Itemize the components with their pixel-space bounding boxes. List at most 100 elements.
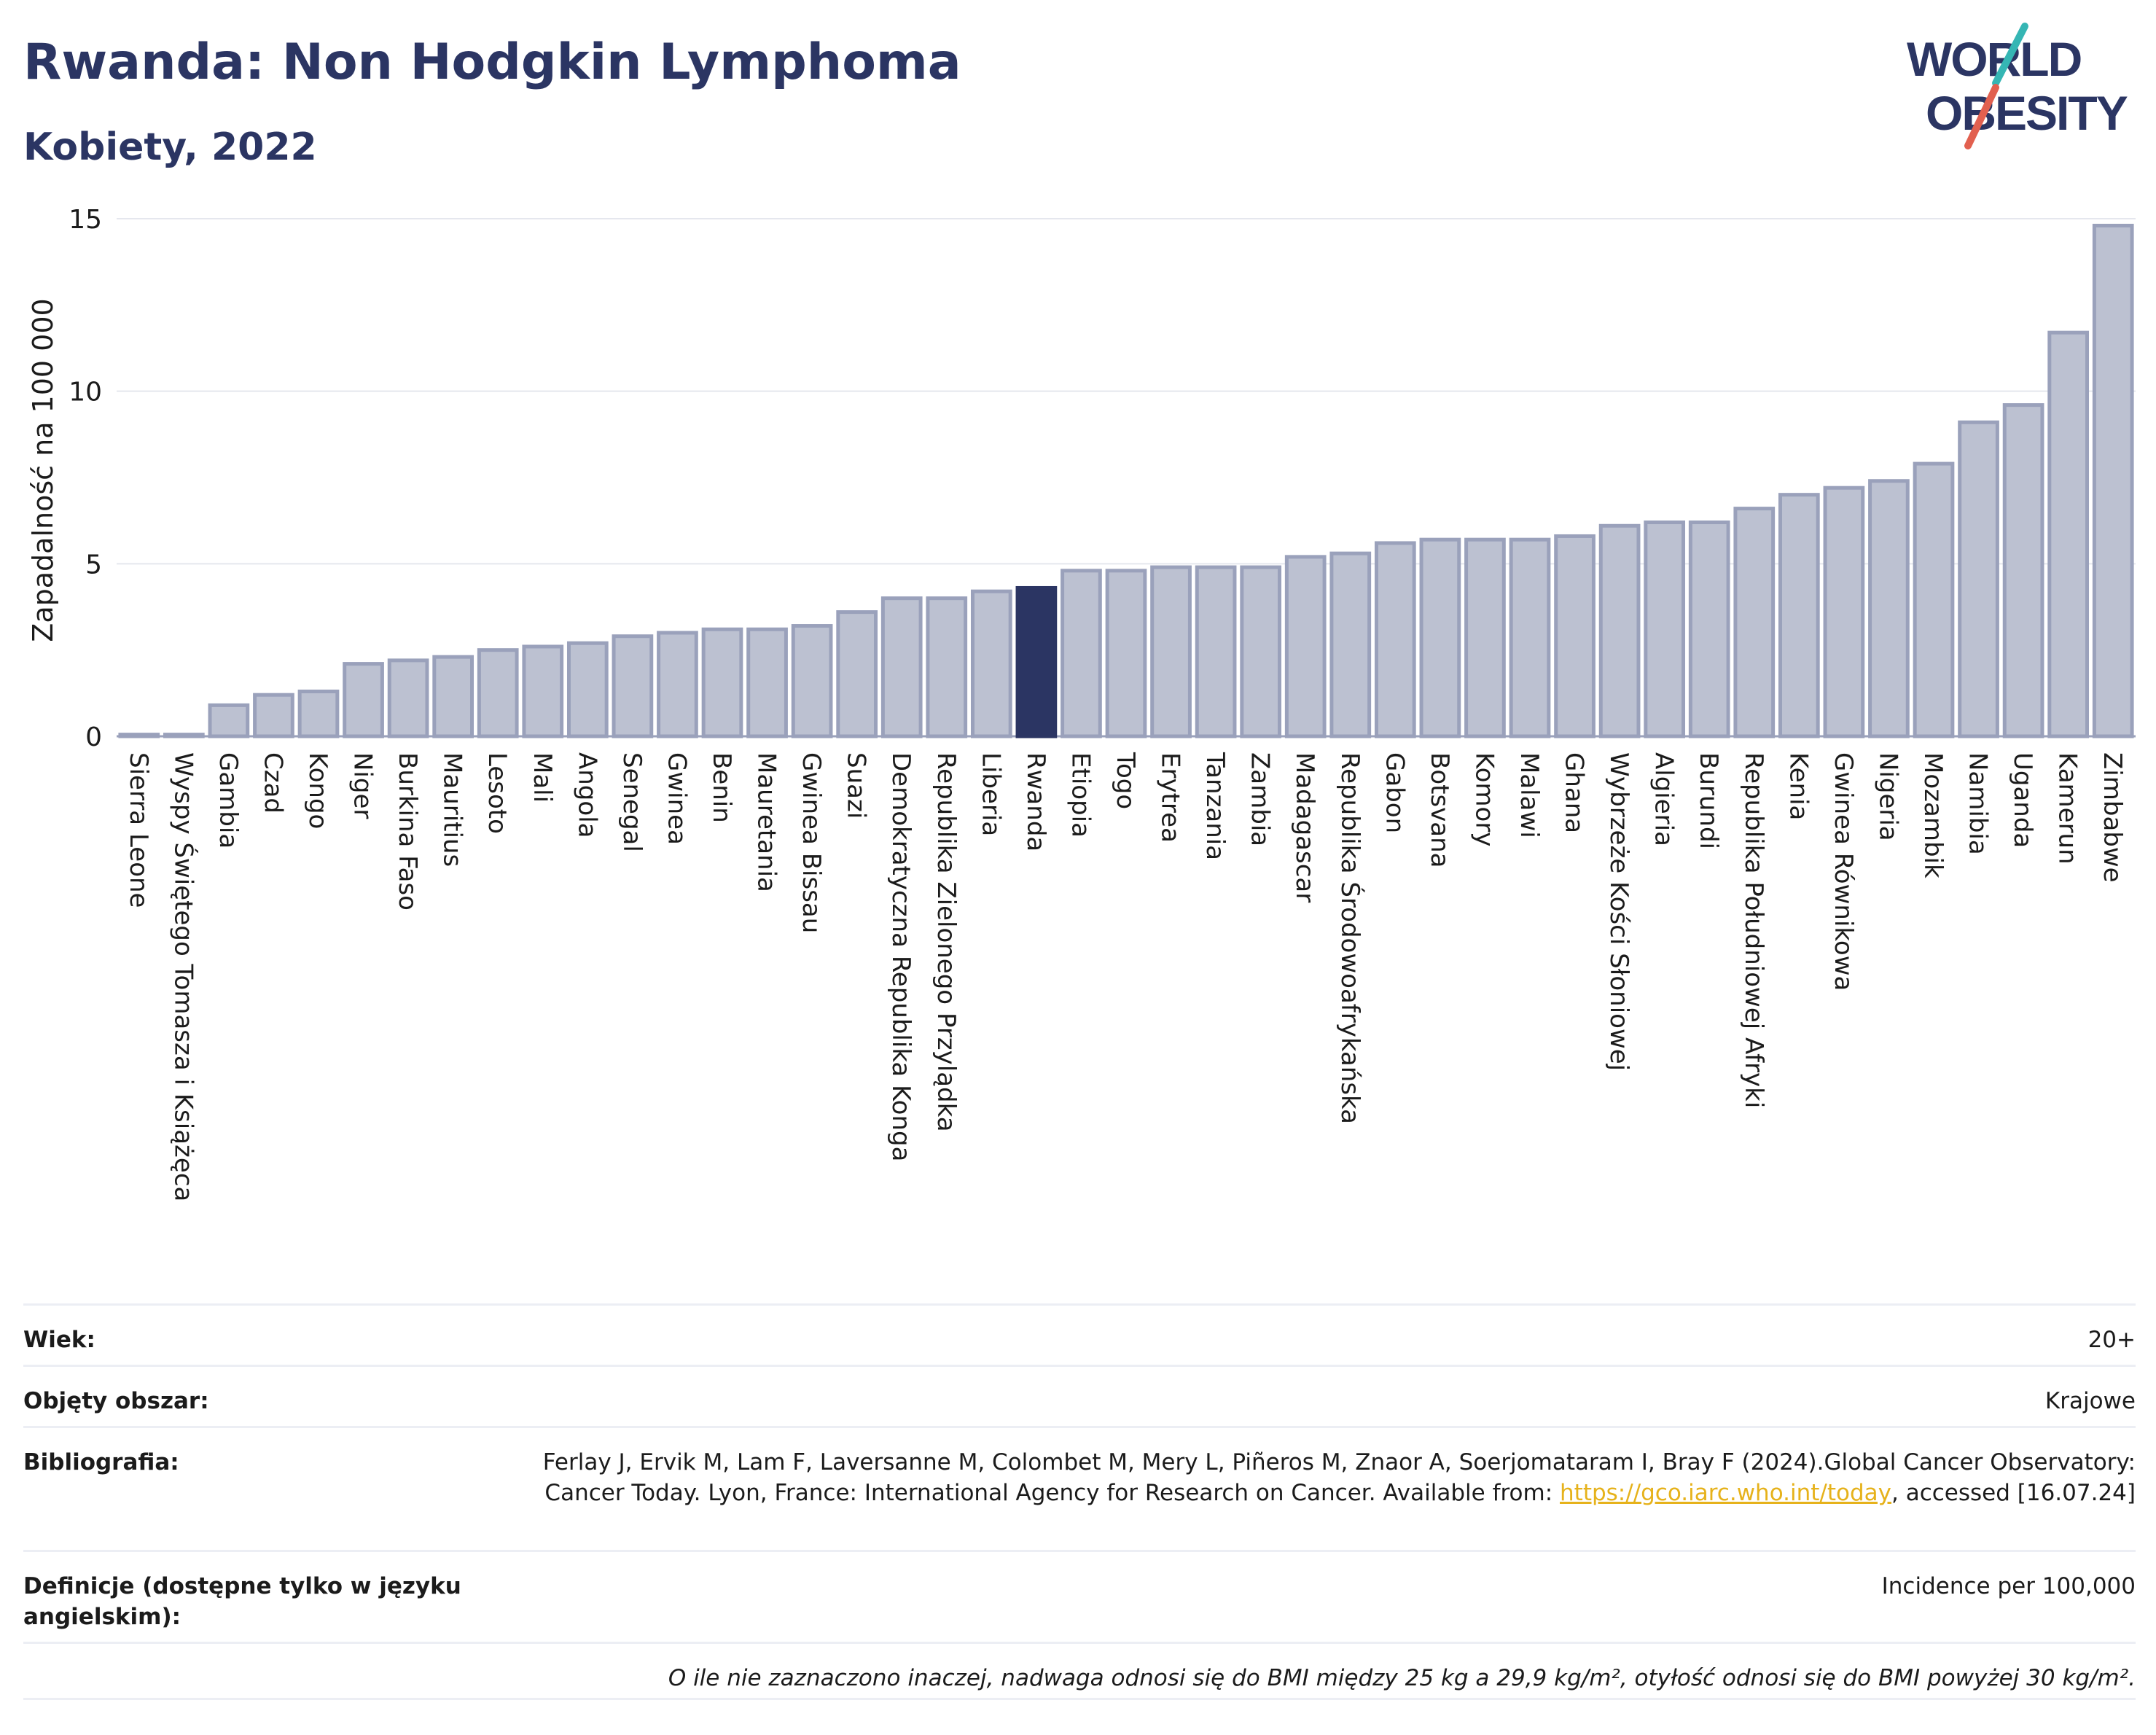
bar[interactable] bbox=[1374, 541, 1416, 738]
logo-line-world: WORLD bbox=[1907, 32, 2081, 86]
bar[interactable] bbox=[1778, 493, 1820, 738]
x-tick-label: Malawi bbox=[1515, 752, 1544, 838]
x-tick-label: Togo bbox=[1111, 752, 1140, 809]
x-tick-label: Sierra Leone bbox=[124, 752, 153, 908]
bar[interactable] bbox=[1733, 507, 1776, 738]
area-label: Objęty obszar: bbox=[23, 1388, 209, 1414]
bar[interactable] bbox=[1913, 461, 1955, 738]
x-tick-label: Gabon bbox=[1380, 752, 1409, 833]
x-tick-label: Angola bbox=[572, 752, 601, 838]
bar[interactable] bbox=[1868, 479, 1910, 738]
bar[interactable] bbox=[253, 693, 294, 738]
info-row-bibliography: Bibliografia: Ferlay J, Ervik M, Lam F, … bbox=[23, 1426, 2136, 1550]
bars bbox=[118, 223, 2134, 738]
y-tick-label: 10 bbox=[69, 378, 102, 408]
bibliography-link[interactable]: https://gco.iarc.who.int/today bbox=[1560, 1480, 1891, 1506]
x-tick-label: Wybrzeże Kości Słoniowej bbox=[1604, 752, 1633, 1071]
bar[interactable] bbox=[2002, 403, 2044, 738]
bar[interactable] bbox=[746, 627, 788, 738]
bar[interactable] bbox=[118, 733, 160, 738]
x-tick-label: Madagascar bbox=[1290, 752, 1319, 902]
x-tick-label: Gwinea Równikowa bbox=[1829, 752, 1858, 991]
bar[interactable] bbox=[701, 627, 743, 738]
x-tick-label: Gwinea bbox=[662, 752, 691, 845]
logo-slash-red bbox=[1964, 84, 1999, 149]
age-label: Wiek: bbox=[23, 1327, 95, 1353]
info-row-area: Objęty obszar: Krajowe bbox=[23, 1365, 2136, 1426]
bar[interactable] bbox=[1329, 551, 1372, 738]
x-tick-label: Mozambik bbox=[1918, 752, 1948, 878]
x-tick-label: Lesoto bbox=[483, 752, 512, 834]
x-tick-label: Republika Południowej Afryki bbox=[1739, 752, 1768, 1108]
bar[interactable] bbox=[1419, 537, 1461, 738]
info-table: Wiek: 20+ Objęty obszar: Krajowe Bibliog… bbox=[23, 1303, 2136, 1700]
x-tick-label: Erytrea bbox=[1156, 752, 1185, 843]
bmi-note: O ile nie zaznaczono inaczej, nadwaga od… bbox=[23, 1642, 2136, 1700]
bar[interactable] bbox=[1554, 534, 1595, 738]
x-tick-label: Ghana bbox=[1560, 752, 1589, 833]
bar[interactable] bbox=[387, 658, 429, 738]
x-tick-label: Demokratyczna Republika Konga bbox=[886, 752, 915, 1161]
bar[interactable] bbox=[1061, 569, 1102, 738]
bar[interactable] bbox=[2092, 223, 2134, 738]
bar[interactable] bbox=[1598, 523, 1641, 738]
x-tick-label: Mauretania bbox=[752, 752, 781, 892]
bar[interactable] bbox=[432, 655, 474, 738]
x-tick-label: Uganda bbox=[2008, 752, 2037, 848]
bar[interactable] bbox=[566, 641, 609, 738]
bar[interactable] bbox=[1688, 520, 1730, 738]
x-tick-label: Zimbabwe bbox=[2098, 752, 2127, 883]
bibliography-accessed: , accessed [16.07.24] bbox=[1891, 1480, 2136, 1506]
bar[interactable] bbox=[1958, 420, 1999, 738]
x-tick-label: Kamerun bbox=[2053, 752, 2082, 865]
bar[interactable] bbox=[836, 610, 878, 738]
x-tick-label: Suazi bbox=[842, 752, 871, 819]
bar[interactable] bbox=[791, 624, 833, 738]
x-tick-label: Burkina Faso bbox=[393, 752, 422, 911]
bar[interactable] bbox=[163, 733, 205, 738]
bar[interactable] bbox=[343, 662, 384, 738]
bar-highlighted[interactable] bbox=[1015, 585, 1058, 738]
bar[interactable] bbox=[1464, 537, 1506, 738]
y-axis-label: Zapadalność na 100 000 bbox=[27, 298, 59, 642]
x-tick-label: Wyspy Świętego Tomasza i Książęca bbox=[168, 752, 198, 1201]
bar[interactable] bbox=[1284, 555, 1327, 738]
bar[interactable] bbox=[926, 596, 968, 738]
bar[interactable] bbox=[1105, 569, 1147, 738]
bar[interactable] bbox=[612, 634, 654, 738]
age-value: 20+ bbox=[2087, 1327, 2136, 1353]
bar[interactable] bbox=[1150, 565, 1192, 738]
bar[interactable] bbox=[2047, 330, 2090, 738]
bar[interactable] bbox=[1240, 565, 1282, 738]
x-tick-label: Burundi bbox=[1694, 752, 1723, 849]
bar[interactable] bbox=[1195, 565, 1237, 738]
info-row-definitions: Definicje (dostępne tylko w języku angie… bbox=[23, 1550, 2136, 1642]
bar[interactable] bbox=[657, 631, 698, 738]
world-obesity-logo: WORLD OBESITY bbox=[1907, 23, 2129, 149]
definitions-value: Incidence per 100,000 bbox=[1881, 1573, 2136, 1599]
bar[interactable] bbox=[477, 648, 519, 738]
x-tick-label: Czad bbox=[258, 752, 287, 814]
x-tick-labels: Sierra Leone Wyspy Świętego Tomasza i Ksi… bbox=[124, 752, 2127, 1201]
definitions-label: Definicje (dostępne tylko w języku angie… bbox=[23, 1573, 461, 1630]
bibliography-text: Ferlay J, Ervik M, Lam F, Laversanne M, … bbox=[542, 1449, 2136, 1506]
bar[interactable] bbox=[208, 703, 250, 738]
bar[interactable] bbox=[1644, 520, 1686, 738]
bar[interactable] bbox=[522, 644, 564, 738]
x-tick-label: Botsvana bbox=[1425, 752, 1454, 868]
x-tick-label: Etiopia bbox=[1066, 752, 1095, 838]
bar[interactable] bbox=[297, 689, 340, 738]
bar[interactable] bbox=[880, 596, 923, 738]
bar[interactable] bbox=[970, 589, 1012, 738]
x-tick-label: Kenia bbox=[1784, 752, 1813, 820]
bar[interactable] bbox=[1509, 537, 1551, 738]
chart-title: Rwanda: Non Hodgkin Lymphoma bbox=[23, 34, 961, 91]
y-tick-label: 0 bbox=[85, 722, 102, 752]
x-tick-label: Kongo bbox=[303, 752, 332, 829]
area-value: Krajowe bbox=[2044, 1388, 2136, 1414]
x-tick-label: Tanzania bbox=[1200, 752, 1230, 860]
x-tick-label: Niger bbox=[348, 752, 378, 819]
x-tick-label: Rwanda bbox=[1021, 752, 1050, 851]
bar[interactable] bbox=[1823, 486, 1865, 738]
x-tick-label: Senegal bbox=[617, 752, 647, 852]
